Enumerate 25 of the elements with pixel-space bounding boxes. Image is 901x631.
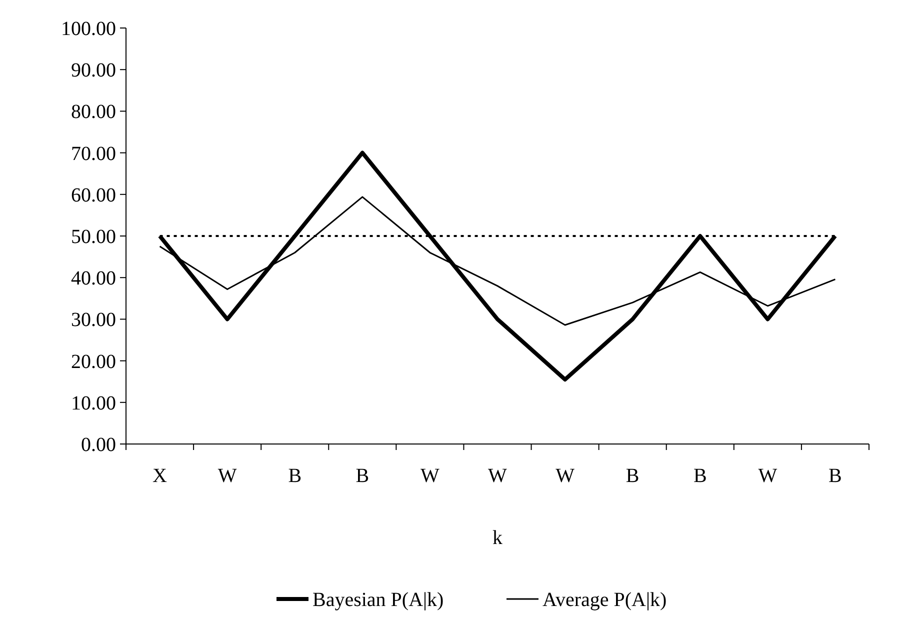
y-tick-label: 50.00 [71, 226, 116, 248]
x-axis-title: k [492, 527, 502, 549]
y-tick-label: 80.00 [71, 101, 116, 124]
y-tick-label: 40.00 [71, 268, 116, 290]
y-tick-label: 0.00 [81, 434, 116, 456]
x-tick-label: W [556, 465, 575, 487]
y-tick-label: 20.00 [71, 350, 116, 373]
y-tick-label: 60.00 [71, 184, 116, 206]
x-tick-label: W [488, 465, 508, 487]
x-tick-label: B [693, 465, 707, 487]
x-tick-label: W [758, 465, 778, 487]
y-tick-label: 70.00 [71, 142, 116, 165]
legend-label: Average P(A|k) [542, 589, 667, 611]
y-tick-label: 30.00 [71, 309, 116, 332]
x-tick-label: W [420, 465, 440, 487]
y-tick-label: 100.00 [61, 18, 116, 40]
x-tick-label: X [152, 465, 168, 487]
x-tick-label: B [356, 465, 370, 487]
x-tick-label: B [626, 465, 640, 487]
x-tick-label: B [288, 465, 302, 487]
legend-label: Bayesian P(A|k) [312, 589, 444, 611]
x-tick-label: B [828, 465, 842, 487]
y-tick-label: 10.00 [71, 392, 116, 414]
x-tick-label: W [218, 465, 237, 487]
y-tick-label: 90.00 [71, 60, 116, 82]
